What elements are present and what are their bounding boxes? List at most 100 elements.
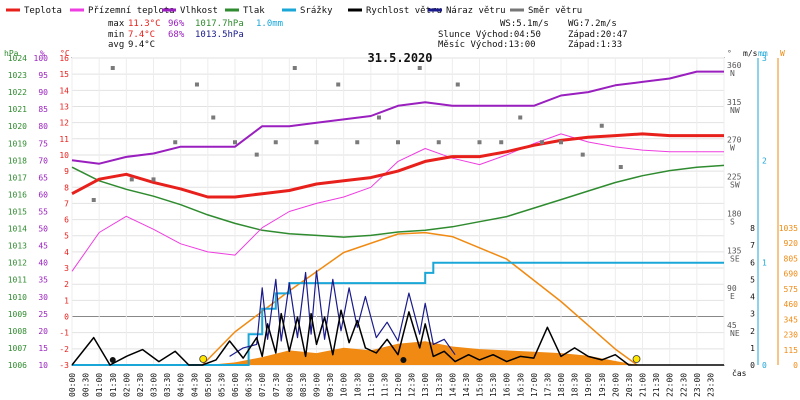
temp-tick-label: 3 bbox=[64, 264, 69, 273]
pct-tick-label: 80 bbox=[38, 122, 48, 131]
w-tick-label: 575 bbox=[784, 285, 799, 294]
x-tick-label: 15:30 bbox=[489, 373, 498, 397]
dir-tick-name: SW bbox=[730, 180, 740, 189]
x-tick-label: 04:30 bbox=[190, 373, 199, 397]
wind-direction-point bbox=[518, 115, 523, 120]
temp-tick-label: 15 bbox=[59, 70, 69, 79]
x-tick-label: 08:30 bbox=[299, 373, 308, 397]
series-teplota bbox=[71, 132, 724, 199]
x-axis-label: čas bbox=[732, 368, 747, 378]
hpa-tick-label: 1007 bbox=[8, 344, 27, 353]
sun-marker bbox=[199, 355, 208, 363]
w-tick-label: 1035 bbox=[779, 224, 798, 233]
series-prizemni-teplota bbox=[71, 133, 724, 272]
wind-direction-point bbox=[91, 198, 96, 202]
x-tick-label: 01:30 bbox=[109, 373, 118, 397]
x-tick-label: 17:30 bbox=[543, 373, 552, 397]
hpa-tick-label: 1020 bbox=[8, 122, 27, 131]
wind-direction-point bbox=[355, 140, 360, 145]
dir-tick-label: 180 bbox=[727, 210, 742, 219]
legend-label: Směr větru bbox=[528, 6, 582, 16]
ms-tick-label: 7 bbox=[750, 241, 755, 250]
stats-min-pres: 1013.5hPa bbox=[195, 30, 244, 40]
x-tick-label: 06:30 bbox=[245, 373, 254, 397]
stats-moon-set: Západ:1:33 bbox=[568, 40, 622, 50]
x-tick-label: 14:30 bbox=[462, 373, 471, 397]
mm-tick-label: 0 bbox=[762, 361, 767, 370]
wind-direction-point bbox=[455, 82, 460, 87]
wind-direction-point bbox=[173, 140, 178, 145]
w-axis-label: W bbox=[780, 49, 785, 58]
x-tick-label: 20:00 bbox=[611, 373, 620, 397]
x-tick-label: 18:00 bbox=[557, 373, 566, 397]
stats-max-label: max bbox=[108, 19, 125, 29]
pct-tick-label: 100 bbox=[34, 54, 49, 63]
pct-tick-label: 65 bbox=[38, 173, 48, 182]
dir-tick-label: 270 bbox=[727, 135, 742, 144]
hpa-tick-label: 1021 bbox=[8, 105, 27, 114]
x-tick-label: 13:00 bbox=[421, 373, 430, 397]
x-tick-label: 10:30 bbox=[353, 373, 362, 397]
x-tick-label: 01:00 bbox=[95, 373, 104, 397]
x-tick-label: 07:30 bbox=[272, 373, 281, 397]
x-tick-label: 14:00 bbox=[448, 373, 457, 397]
wind-direction-point bbox=[273, 140, 278, 145]
dir-tick-name: SE bbox=[730, 255, 740, 264]
pct-tick-label: 70 bbox=[38, 156, 48, 165]
legend-label: Přízemní teplota bbox=[88, 6, 175, 16]
hpa-tick-label: 1024 bbox=[8, 54, 27, 63]
x-tick-label: 20:30 bbox=[625, 373, 634, 397]
w-tick-label: 460 bbox=[784, 300, 799, 309]
x-tick-label: 16:00 bbox=[503, 373, 512, 397]
x-tick-label: 12:30 bbox=[408, 373, 417, 397]
dir-tick-name: N bbox=[730, 69, 735, 78]
x-tick-label: 17:00 bbox=[530, 373, 539, 397]
wind-direction-point bbox=[314, 140, 319, 145]
x-tick-label: 13:30 bbox=[435, 373, 444, 397]
stats-sun-set: Západ:20:47 bbox=[568, 30, 628, 40]
x-tick-label: 08:00 bbox=[285, 373, 294, 397]
left-axes: 1006100710081009101010111012101310141015… bbox=[4, 49, 70, 370]
pct-tick-label: 90 bbox=[38, 88, 48, 97]
x-tick-label: 23:00 bbox=[693, 373, 702, 397]
hpa-tick-label: 1009 bbox=[8, 310, 27, 319]
pct-tick-label: 40 bbox=[38, 259, 48, 268]
x-tick-label: 05:30 bbox=[217, 373, 226, 397]
x-tick-label: 11:30 bbox=[380, 373, 389, 397]
hpa-tick-label: 1019 bbox=[8, 139, 27, 148]
temp-tick-label: 1 bbox=[64, 296, 69, 305]
temp-tick-label: 14 bbox=[59, 86, 69, 95]
ms-tick-label: 3 bbox=[750, 310, 755, 319]
w-tick-label: 920 bbox=[784, 239, 799, 248]
wind-direction-point bbox=[194, 82, 199, 87]
x-tick-label: 04:00 bbox=[177, 373, 186, 397]
x-tick-label: 21:00 bbox=[639, 373, 648, 397]
series-rychlost-vetru bbox=[71, 309, 724, 366]
hpa-tick-label: 1010 bbox=[8, 293, 27, 302]
wind-direction-point bbox=[477, 140, 482, 145]
stats-block: max 11.3°C 96% 1017.7hPa 1.0mm min 7.4°C… bbox=[108, 19, 628, 50]
wind-direction-point bbox=[559, 140, 563, 145]
hpa-tick-label: 1013 bbox=[8, 242, 27, 251]
wind-direction-point bbox=[151, 177, 156, 182]
pct-tick-label: 15 bbox=[38, 344, 48, 353]
hpa-tick-label: 1017 bbox=[8, 173, 27, 182]
dir-tick-label: 45 bbox=[727, 321, 737, 330]
stats-min-hum: 68% bbox=[168, 30, 185, 40]
pct-tick-label: 20 bbox=[38, 327, 48, 336]
wind-direction-point bbox=[110, 66, 115, 70]
x-tick-label: 12:00 bbox=[394, 373, 403, 397]
mm-axis-label: mm bbox=[758, 49, 768, 58]
wind-direction-point bbox=[376, 115, 381, 120]
mm-tick-label: 1 bbox=[762, 259, 767, 268]
pct-tick-label: 85 bbox=[38, 105, 48, 114]
stats-max-rain: 1.0mm bbox=[256, 19, 283, 29]
x-tick-label: 11:00 bbox=[367, 373, 376, 397]
temp-tick-label: 6 bbox=[64, 216, 69, 225]
wind-direction-point bbox=[396, 140, 400, 145]
stats-ws: WS:5.1m/s bbox=[500, 19, 549, 29]
mm-tick-label: 3 bbox=[762, 54, 767, 63]
wind-direction-point bbox=[499, 140, 504, 145]
ms-tick-label: 2 bbox=[750, 327, 755, 336]
ms-tick-label: 8 bbox=[750, 224, 755, 233]
